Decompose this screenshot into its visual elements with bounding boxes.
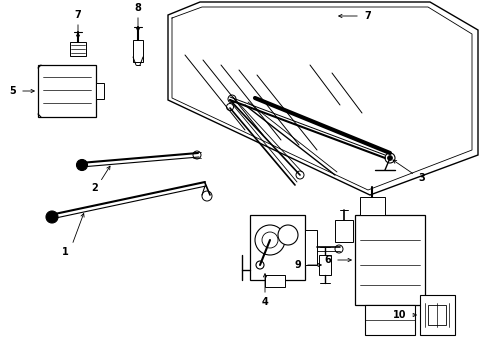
Bar [354, 215, 424, 305]
Circle shape [278, 225, 297, 245]
Bar [70, 42, 86, 56]
Text: 6: 6 [324, 255, 331, 265]
Circle shape [334, 245, 342, 253]
Text: 1: 1 [61, 247, 68, 257]
Text: 8: 8 [134, 3, 141, 13]
Bar [249, 215, 305, 280]
Circle shape [384, 153, 394, 163]
Circle shape [262, 232, 278, 248]
Text: 5: 5 [10, 86, 16, 96]
Circle shape [202, 191, 212, 201]
Text: 7: 7 [75, 10, 81, 20]
Circle shape [193, 151, 201, 159]
Bar [318, 255, 330, 275]
Bar [305, 230, 316, 265]
Bar [264, 275, 285, 287]
Circle shape [46, 211, 58, 223]
Circle shape [76, 159, 87, 171]
Circle shape [386, 156, 392, 161]
Bar [334, 220, 352, 242]
Text: 3: 3 [418, 173, 425, 183]
Bar [133, 40, 142, 62]
Text: 9: 9 [294, 260, 301, 270]
Text: 4: 4 [261, 297, 268, 307]
Polygon shape [168, 2, 477, 195]
Bar [359, 197, 384, 215]
Text: 2: 2 [91, 183, 98, 193]
Bar [427, 305, 445, 325]
Bar [364, 305, 414, 335]
Bar [38, 65, 96, 117]
Bar [419, 295, 454, 335]
Circle shape [295, 171, 304, 179]
Bar [96, 83, 104, 99]
Circle shape [227, 95, 236, 103]
Text: 10: 10 [392, 310, 406, 320]
Circle shape [226, 104, 233, 111]
Text: 7: 7 [364, 11, 370, 21]
Circle shape [254, 225, 285, 255]
Circle shape [256, 261, 264, 269]
